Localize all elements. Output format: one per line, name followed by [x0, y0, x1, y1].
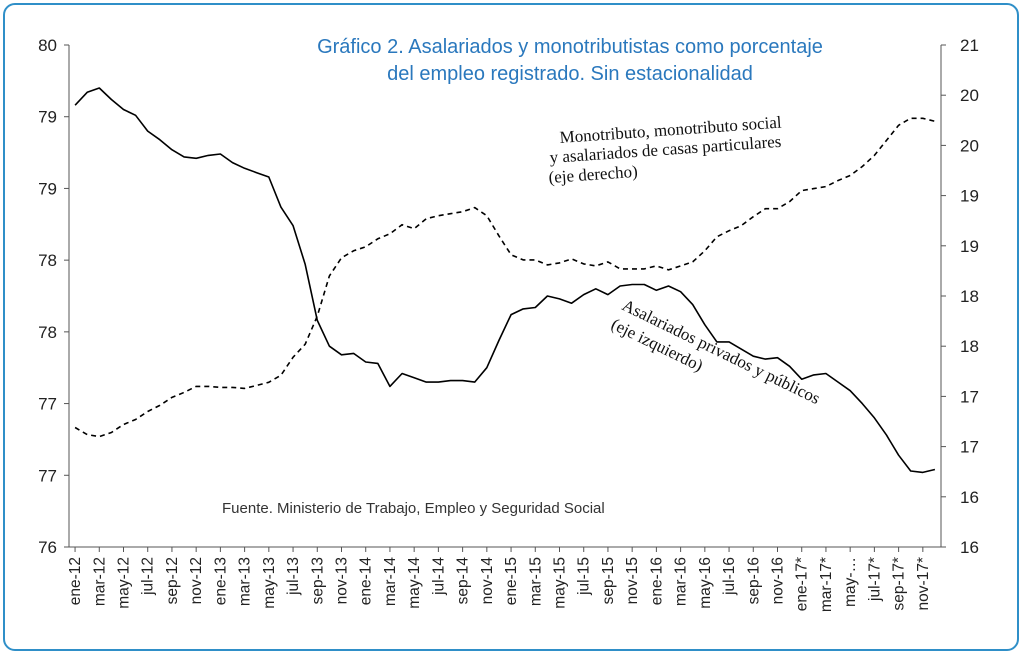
- x-tick-label: jul-15: [576, 557, 593, 596]
- x-tick-label: sep-16: [745, 557, 762, 604]
- y-right-tick-label: 21: [960, 36, 979, 55]
- x-tick-label: sep-15: [600, 557, 617, 604]
- series-line-monotributo: [74, 117, 936, 438]
- chart-title-line-2: del empleo registrado. Sin estacionalida…: [387, 63, 753, 85]
- x-tick-label: sep-17*: [891, 557, 908, 610]
- x-tick-label: may-16: [697, 557, 714, 609]
- y-left-tick-label: 77: [38, 466, 57, 485]
- x-tick-label: ene-14: [358, 557, 375, 606]
- chart-frame: [3, 3, 1019, 651]
- x-tick-label: mar-12: [91, 557, 108, 606]
- x-tick-label: nov-16: [770, 557, 787, 604]
- x-tick-label: nov-17*: [915, 557, 932, 610]
- series-line-asalariados: [74, 87, 936, 474]
- x-tick-label: ene-17*: [794, 557, 811, 611]
- y-right-tick-label: 17: [960, 387, 979, 406]
- x-tick-label: jul-14: [430, 557, 447, 596]
- y-left-tick-label: 78: [38, 323, 57, 342]
- y-right-tick-label: 20: [960, 136, 979, 155]
- chart-axes: 80 79 79 78 78 77 77 76 21 20 20 19 19 18 18 17 17 16 16 en…: [38, 36, 979, 612]
- y-right-tick-label: 19: [960, 237, 979, 256]
- y-left-tick-label: 79: [38, 108, 57, 127]
- y-left-tick-label: 78: [38, 251, 57, 270]
- x-tick-label: ene-12: [67, 557, 84, 605]
- x-tick-label: may-15: [552, 557, 569, 609]
- y-right-tick-label: 19: [960, 187, 979, 206]
- y-left-tick-label: 80: [38, 36, 57, 55]
- x-tick-label: may-14: [406, 557, 423, 609]
- x-tick-label: sep-12: [164, 557, 181, 604]
- x-tick-label: sep-13: [309, 557, 326, 604]
- x-tick-label: ene-15: [503, 557, 520, 605]
- x-tick-label: nov-12: [188, 557, 205, 604]
- x-tick-label: nov-14: [479, 557, 496, 605]
- x-tick-label: jul-13: [285, 557, 302, 596]
- x-tick-label: mar-16: [673, 557, 690, 606]
- x-tick-label: jul-12: [140, 557, 157, 596]
- x-tick-label: mar-17*: [818, 557, 835, 612]
- y-left-tick-label: 79: [38, 179, 57, 198]
- x-tick-label: ene-13: [212, 557, 229, 605]
- x-tick-label: ene-16: [648, 557, 665, 605]
- x-tick-label: may-…: [842, 557, 859, 607]
- chart-series: [74, 87, 936, 474]
- y-right-tick-label: 18: [960, 287, 979, 306]
- x-tick-label: jul-16: [721, 557, 738, 596]
- chart-title-line-1: Gráfico 2. Asalariados y monotributistas…: [317, 36, 823, 58]
- y-right-tick-label: 17: [960, 438, 979, 457]
- x-tick-label: may-12: [116, 557, 133, 609]
- x-tick-label: jul-17*: [866, 557, 883, 602]
- x-tick-label: sep-14: [455, 557, 472, 605]
- y-right-tick-label: 16: [960, 488, 979, 507]
- y-left-tick-label: 77: [38, 395, 57, 414]
- x-tick-label: nov-15: [624, 557, 641, 604]
- y-right-tick-label: 18: [960, 337, 979, 356]
- x-tick-label: nov-13: [334, 557, 351, 604]
- x-tick-label: may-13: [261, 557, 278, 609]
- x-tick-label: mar-13: [237, 557, 254, 606]
- y-left-tick-label: 76: [38, 538, 57, 557]
- x-tick-label: mar-14: [382, 557, 399, 606]
- y-right-tick-label: 20: [960, 86, 979, 105]
- source-note: Fuente. Ministerio de Trabajo, Empleo y …: [222, 500, 605, 517]
- y-right-tick-label: 16: [960, 538, 979, 557]
- x-tick-label: mar-15: [527, 557, 544, 606]
